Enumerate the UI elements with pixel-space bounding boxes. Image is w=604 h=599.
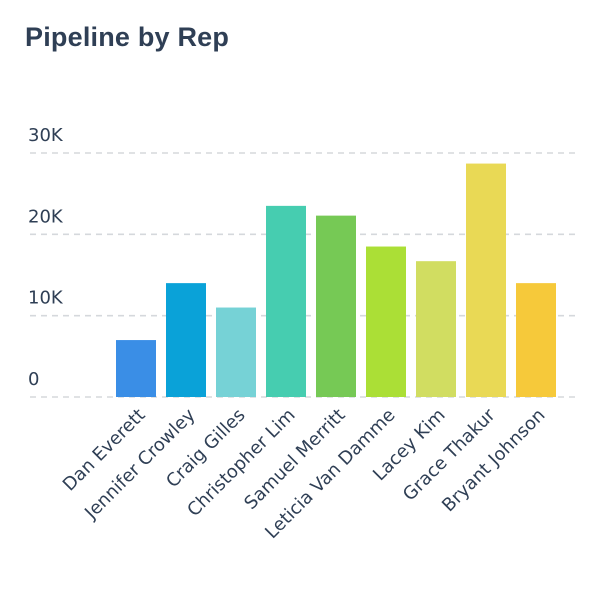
bar[interactable] [166,283,206,397]
bar[interactable] [316,215,356,397]
bar[interactable] [116,340,156,397]
bar[interactable] [516,283,556,397]
bar[interactable] [366,246,406,397]
y-tick-label: 10K [28,288,64,309]
bar[interactable] [266,205,306,397]
bar[interactable] [216,307,256,397]
bar[interactable] [466,163,506,397]
chart-title: Pipeline by Rep [25,22,230,52]
y-tick-label: 30K [28,125,64,146]
bar[interactable] [416,261,456,397]
y-tick-label: 0 [28,369,39,390]
y-tick-label: 20K [28,206,64,227]
